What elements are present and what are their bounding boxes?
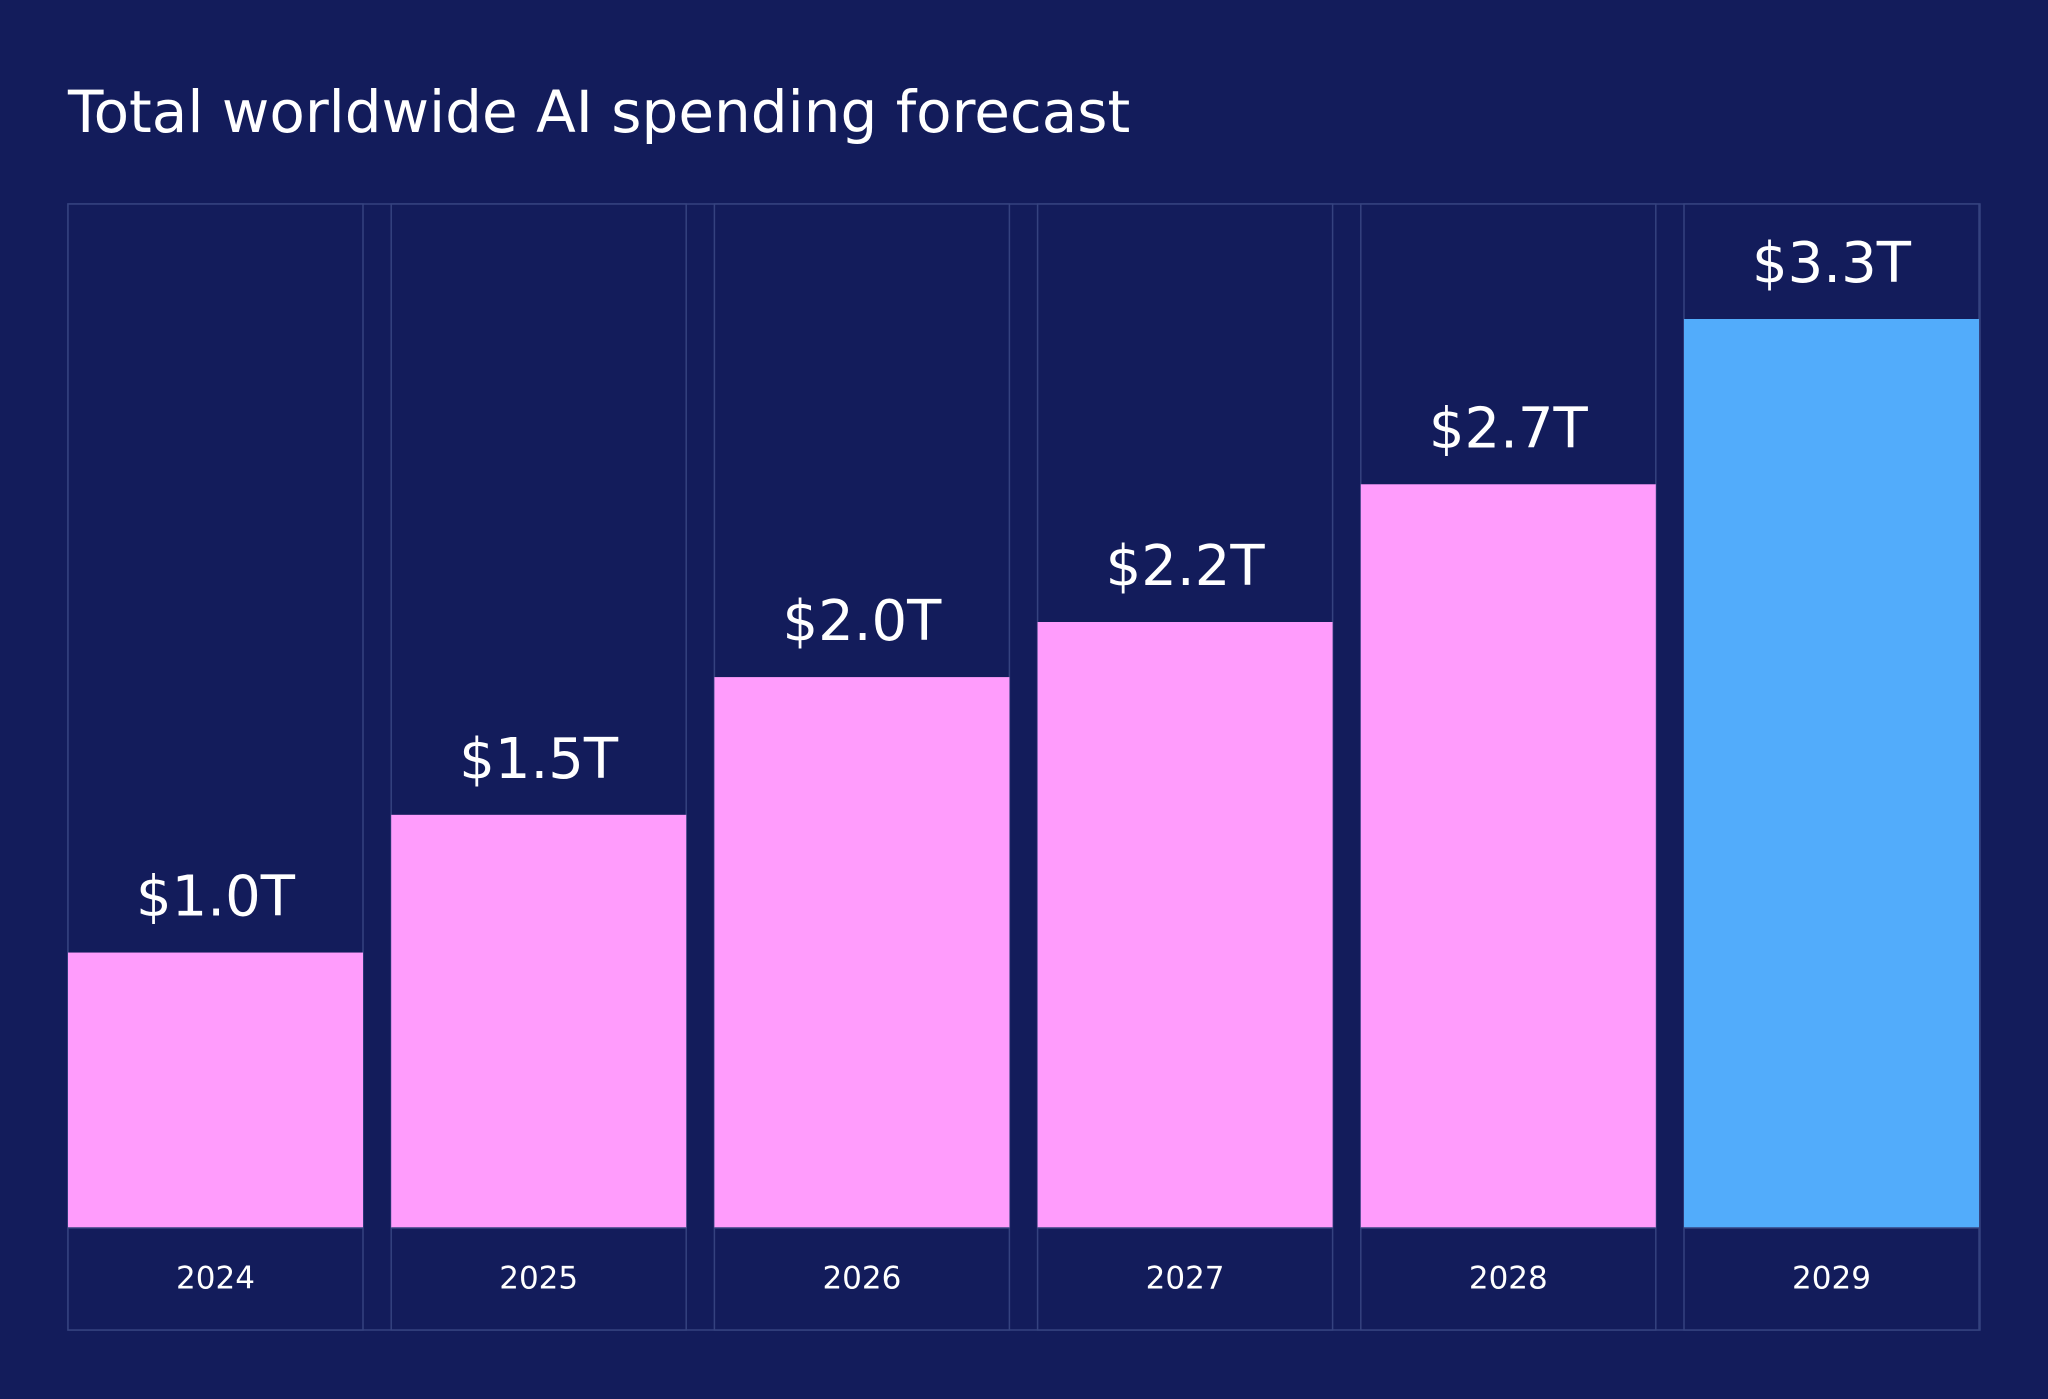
- value-label: $2.2T: [1106, 534, 1266, 599]
- bar: [1360, 484, 1656, 1229]
- value-label: $1.5T: [459, 727, 619, 792]
- value-label: $1.0T: [136, 865, 296, 930]
- x-tick-label: 2027: [1146, 1261, 1225, 1297]
- x-tick-label: 2026: [822, 1261, 901, 1297]
- bar: [391, 814, 687, 1228]
- bar: [1037, 622, 1333, 1228]
- value-label: $2.0T: [782, 589, 942, 654]
- x-tick-label: 2025: [499, 1261, 578, 1297]
- x-tick-label: 2024: [176, 1261, 255, 1297]
- value-label: $3.3T: [1752, 231, 1912, 296]
- bar: [714, 677, 1010, 1228]
- x-tick-label: 2028: [1469, 1261, 1548, 1297]
- bar: [1684, 319, 1979, 1228]
- bar: [68, 952, 363, 1228]
- value-label: $2.7T: [1429, 396, 1589, 461]
- x-tick-label: 2029: [1792, 1261, 1871, 1297]
- chart-title: Total worldwide AI spending forecast: [67, 78, 1130, 146]
